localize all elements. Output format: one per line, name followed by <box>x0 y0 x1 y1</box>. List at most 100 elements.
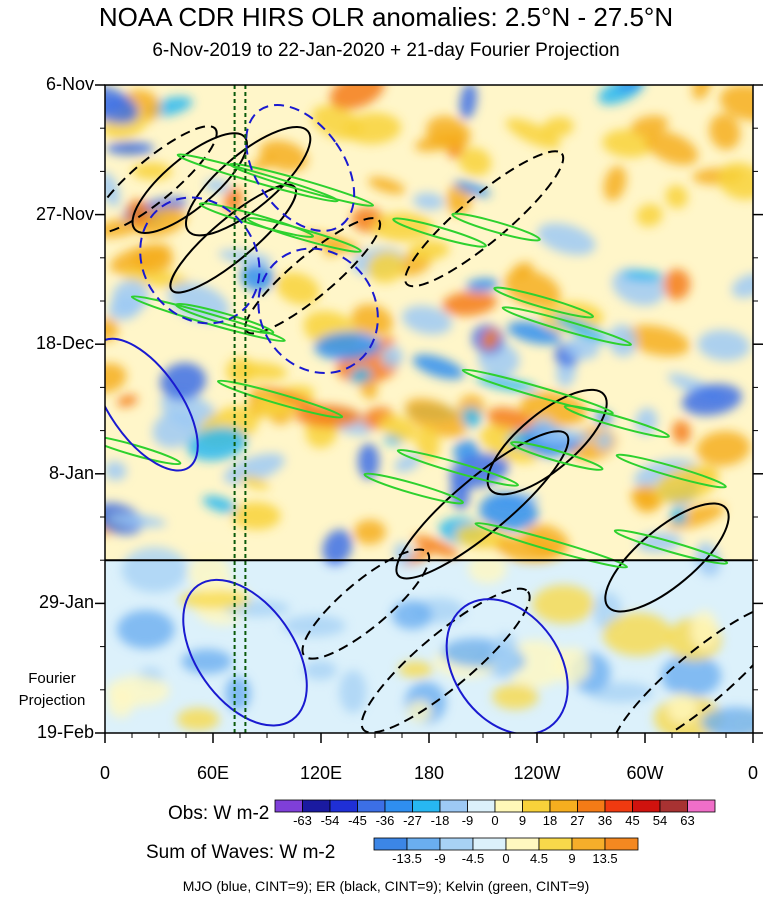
colorbar-label: 63 <box>680 813 695 828</box>
chart-subtitle: 6-Nov-2019 to 22-Jan-2020 + 21-day Fouri… <box>152 40 620 61</box>
anomaly-blob <box>366 251 406 283</box>
anomaly-blob <box>602 129 655 158</box>
mjo-contour <box>445 598 569 733</box>
anomaly-blob <box>603 165 627 201</box>
anomaly-blob <box>731 273 753 298</box>
anomaly-blob <box>105 317 119 342</box>
colorbar-label: -4.5 <box>461 851 485 866</box>
anomaly-blob <box>259 140 308 172</box>
colorbar-label: 4.5 <box>529 851 549 866</box>
waves-colorbar-title: Sum of Waves: W m-2 <box>146 842 336 863</box>
anomaly-blob <box>379 414 418 441</box>
projection-blob <box>492 683 539 710</box>
anomaly-blob <box>412 354 465 380</box>
er-contour <box>184 125 312 237</box>
anomaly-blob <box>458 147 492 176</box>
mjo-contour <box>257 247 379 375</box>
projection-blob <box>491 633 520 679</box>
colorbar-label: 45 <box>625 813 640 828</box>
projection-blob <box>339 670 367 714</box>
colorbar-swatch <box>412 799 441 813</box>
colorbar-swatch <box>467 799 496 813</box>
projection-blob <box>503 639 567 688</box>
colorbar-swatch <box>687 799 716 813</box>
projection-blob <box>701 707 753 733</box>
anomaly-blob <box>696 431 751 466</box>
colorbar-swatch <box>632 799 661 813</box>
anomaly-blob <box>107 514 167 528</box>
anomaly-blob <box>350 367 372 384</box>
anomaly-blob <box>152 410 198 449</box>
anomaly-blob <box>381 345 403 368</box>
anomaly-blob <box>186 427 247 461</box>
anomaly-blob <box>450 478 470 510</box>
anomaly-blob <box>636 204 663 227</box>
anomaly-blob <box>520 391 587 427</box>
er-contour <box>611 603 753 733</box>
anomaly-blob <box>322 529 353 566</box>
projection-blob <box>602 612 673 656</box>
anomaly-blob <box>105 98 128 111</box>
anomaly-blob <box>505 118 561 149</box>
colorbar-swatch <box>373 837 408 851</box>
colorbar-label: 27 <box>570 813 585 828</box>
anomaly-blob <box>111 279 149 315</box>
reference-lines <box>233 85 247 733</box>
x-tick-label: 0 <box>747 763 758 783</box>
kelvin-contour <box>451 212 541 242</box>
colorbar-label: 9 <box>568 851 576 866</box>
anomaly-blob <box>402 305 452 335</box>
colorbar-label: -63 <box>293 813 312 828</box>
anomaly-blob <box>717 162 753 200</box>
kelvin-contour <box>174 302 275 335</box>
y-tick-label: 19-Feb <box>36 722 94 742</box>
projection-blob <box>468 553 507 584</box>
anomaly-blob <box>475 376 538 392</box>
projection-blob <box>398 661 433 678</box>
colorbar-swatch <box>522 799 551 813</box>
obs-colorbar <box>274 799 716 813</box>
mjo-contour <box>182 578 308 727</box>
anomaly-blob <box>462 407 482 428</box>
anomaly-blob <box>302 231 362 253</box>
projection-blob <box>532 584 595 624</box>
colorbar-label: -27 <box>403 813 422 828</box>
anomaly-blob <box>672 420 691 444</box>
kelvin-contour <box>615 453 727 489</box>
x-tick-label: 120W <box>513 763 561 783</box>
anomaly-blob <box>240 263 275 292</box>
anomaly-blob <box>413 192 445 210</box>
projection-blob <box>667 693 698 723</box>
colorbar-swatch <box>538 837 573 851</box>
colorbar-label: -9 <box>461 813 474 828</box>
anomaly-blob <box>624 324 690 357</box>
colorbar-label: 36 <box>597 813 613 828</box>
anomaly-blob <box>565 336 600 360</box>
projection-blob <box>176 708 220 731</box>
anomaly-blob <box>459 85 477 120</box>
anomaly-blob <box>511 262 534 278</box>
projection-blob <box>391 600 433 630</box>
colorbar-label: -18 <box>430 813 450 828</box>
anomaly-blob <box>608 324 637 357</box>
kelvin-contour <box>396 449 519 487</box>
colorbar-swatch <box>659 799 688 813</box>
kelvin-contour <box>501 306 632 347</box>
y-tick-label: 27-Nov <box>35 203 94 224</box>
colorbar-swatch <box>406 837 441 851</box>
anomaly-blob <box>202 495 237 513</box>
kelvin-contour <box>176 153 339 203</box>
anomaly-blob <box>442 290 497 316</box>
anomaly-blob <box>681 383 742 416</box>
colorbar-label: 0 <box>502 851 510 866</box>
kelvin-contour <box>392 217 487 248</box>
colorbar-swatch <box>439 837 474 851</box>
x-tick-label: 60W <box>626 763 664 783</box>
kelvin-contour <box>105 434 182 466</box>
kelvin-contour <box>246 217 362 253</box>
colorbar-swatch <box>302 799 331 813</box>
anomaly-blob <box>537 223 596 256</box>
colorbar-swatch <box>505 837 540 851</box>
colorbar-swatch <box>357 799 386 813</box>
